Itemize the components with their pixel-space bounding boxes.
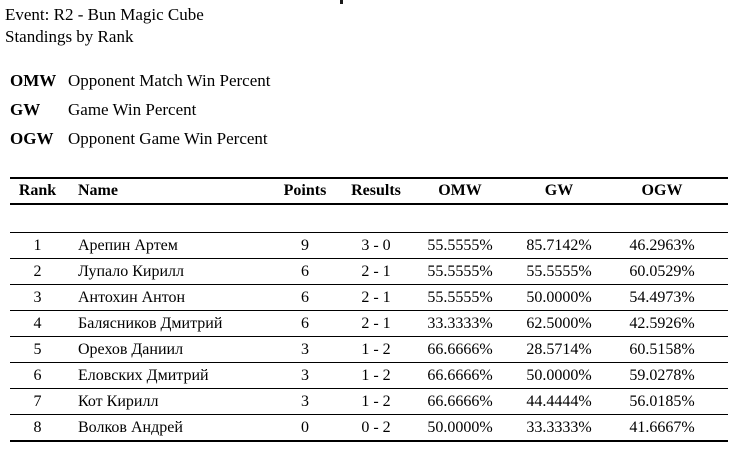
- gw-cell: 55.5555%: [508, 258, 610, 285]
- name-cell: Балясников Дмитрий: [65, 310, 270, 337]
- name-cell: Орехов Даниил: [65, 336, 270, 363]
- name-cell: Еловских Дмитрий: [65, 362, 270, 389]
- rank-cell: 1: [10, 232, 65, 259]
- column-header-rank: Rank: [10, 178, 65, 205]
- results-cell: 2 - 1: [340, 284, 412, 311]
- rank-cell: 3: [10, 284, 65, 311]
- abbreviation-legend: OMW Opponent Match Win Percent GW Game Win…: [10, 66, 270, 153]
- omw-cell: 50.0000%: [412, 414, 508, 442]
- points-cell: 9: [270, 232, 340, 259]
- legend-row-ogw: OGW Opponent Game Win Percent: [10, 124, 270, 153]
- gw-cell: 50.0000%: [508, 284, 610, 311]
- points-cell: 3: [270, 362, 340, 389]
- gw-cell: 85.7142%: [508, 232, 610, 259]
- table-row: 5 Орехов Даниил 3 1 - 2 66.6666% 28.5714% 60.5…: [10, 336, 728, 363]
- legend-abbr-gw: GW: [10, 100, 41, 119]
- ogw-cell: 59.0278%: [610, 362, 728, 389]
- name-cell: Арепин Артем: [65, 232, 270, 259]
- points-cell: 3: [270, 388, 340, 415]
- results-cell: 1 - 2: [340, 388, 412, 415]
- column-header-points: Points: [270, 178, 340, 205]
- legend-abbr-omw: OMW: [10, 71, 57, 90]
- column-header-name: Name: [65, 178, 270, 205]
- standings-table-body: 1 Арепин Артем 9 3 - 0 55.5555% 85.7142% 46.29…: [10, 204, 728, 442]
- column-header-gw: GW: [508, 178, 610, 205]
- column-header-results: Results: [340, 178, 412, 205]
- table-row: 2 Лупало Кирилл 6 2 - 1 55.5555% 55.5555% 60.0…: [10, 258, 728, 285]
- rank-cell: 4: [10, 310, 65, 337]
- omw-cell: 55.5555%: [412, 258, 508, 285]
- results-cell: 2 - 1: [340, 310, 412, 337]
- legend-abbr-ogw: OGW: [10, 129, 54, 148]
- table-row: 8 Волков Андрей 0 0 - 2 50.0000% 33.3333% 41.6…: [10, 414, 728, 442]
- points-cell: 6: [270, 258, 340, 285]
- results-cell: 1 - 2: [340, 362, 412, 389]
- cropped-text-fragment: [340, 0, 343, 4]
- table-row: 6 Еловских Дмитрий 3 1 - 2 66.6666% 50.0000% 5…: [10, 362, 728, 389]
- legend-description-omw: Opponent Match Win Percent: [68, 71, 271, 90]
- results-cell: 3 - 0: [340, 232, 412, 259]
- results-cell: 1 - 2: [340, 336, 412, 363]
- points-cell: 3: [270, 336, 340, 363]
- name-cell: Антохин Антон: [65, 284, 270, 311]
- legend-row-gw: GW Game Win Percent: [10, 95, 270, 124]
- omw-cell: 66.6666%: [412, 388, 508, 415]
- omw-cell: 66.6666%: [412, 336, 508, 363]
- table-row: 4 Балясников Дмитрий 6 2 - 1 33.3333% 62.5000…: [10, 310, 728, 337]
- table-row: 7 Кот Кирилл 3 1 - 2 66.6666% 44.4444% 56.0185…: [10, 388, 728, 415]
- standings-subtitle: Standings by Rank: [5, 27, 134, 46]
- name-cell: Волков Андрей: [65, 414, 270, 442]
- spacer-row: [10, 204, 728, 233]
- spacer-cell: [10, 204, 728, 233]
- rank-cell: 5: [10, 336, 65, 363]
- points-cell: 6: [270, 310, 340, 337]
- rank-cell: 6: [10, 362, 65, 389]
- document-header: Event: R2 - Bun Magic Cube Standings by …: [5, 4, 204, 48]
- rank-cell: 2: [10, 258, 65, 285]
- standings-table: Rank Name Points Results OMW GW OGW 1 Аре…: [10, 177, 728, 442]
- ogw-cell: 42.5926%: [610, 310, 728, 337]
- name-cell: Кот Кирилл: [65, 388, 270, 415]
- name-cell: Лупало Кирилл: [65, 258, 270, 285]
- column-header-omw: OMW: [412, 178, 508, 205]
- points-cell: 6: [270, 284, 340, 311]
- ogw-cell: 46.2963%: [610, 232, 728, 259]
- rank-cell: 7: [10, 388, 65, 415]
- header-row: Rank Name Points Results OMW GW OGW: [10, 178, 728, 205]
- ogw-cell: 56.0185%: [610, 388, 728, 415]
- omw-cell: 55.5555%: [412, 232, 508, 259]
- legend-row-omw: OMW Opponent Match Win Percent: [10, 66, 270, 95]
- table-row: 1 Арепин Артем 9 3 - 0 55.5555% 85.7142% 46.29…: [10, 232, 728, 259]
- gw-cell: 62.5000%: [508, 310, 610, 337]
- legend-description-gw: Game Win Percent: [68, 100, 197, 119]
- omw-cell: 33.3333%: [412, 310, 508, 337]
- ogw-cell: 60.0529%: [610, 258, 728, 285]
- event-title: Event: R2 - Bun Magic Cube: [5, 5, 204, 24]
- gw-cell: 33.3333%: [508, 414, 610, 442]
- legend-description-ogw: Opponent Game Win Percent: [68, 129, 268, 148]
- ogw-cell: 54.4973%: [610, 284, 728, 311]
- gw-cell: 44.4444%: [508, 388, 610, 415]
- ogw-cell: 60.5158%: [610, 336, 728, 363]
- gw-cell: 50.0000%: [508, 362, 610, 389]
- gw-cell: 28.5714%: [508, 336, 610, 363]
- column-header-ogw: OGW: [610, 178, 728, 205]
- standings-table-header: Rank Name Points Results OMW GW OGW: [10, 178, 728, 205]
- rank-cell: 8: [10, 414, 65, 442]
- results-cell: 0 - 2: [340, 414, 412, 442]
- points-cell: 0: [270, 414, 340, 442]
- table-row: 3 Антохин Антон 6 2 - 1 55.5555% 50.0000% 54.4…: [10, 284, 728, 311]
- ogw-cell: 41.6667%: [610, 414, 728, 442]
- omw-cell: 66.6666%: [412, 362, 508, 389]
- omw-cell: 55.5555%: [412, 284, 508, 311]
- results-cell: 2 - 1: [340, 258, 412, 285]
